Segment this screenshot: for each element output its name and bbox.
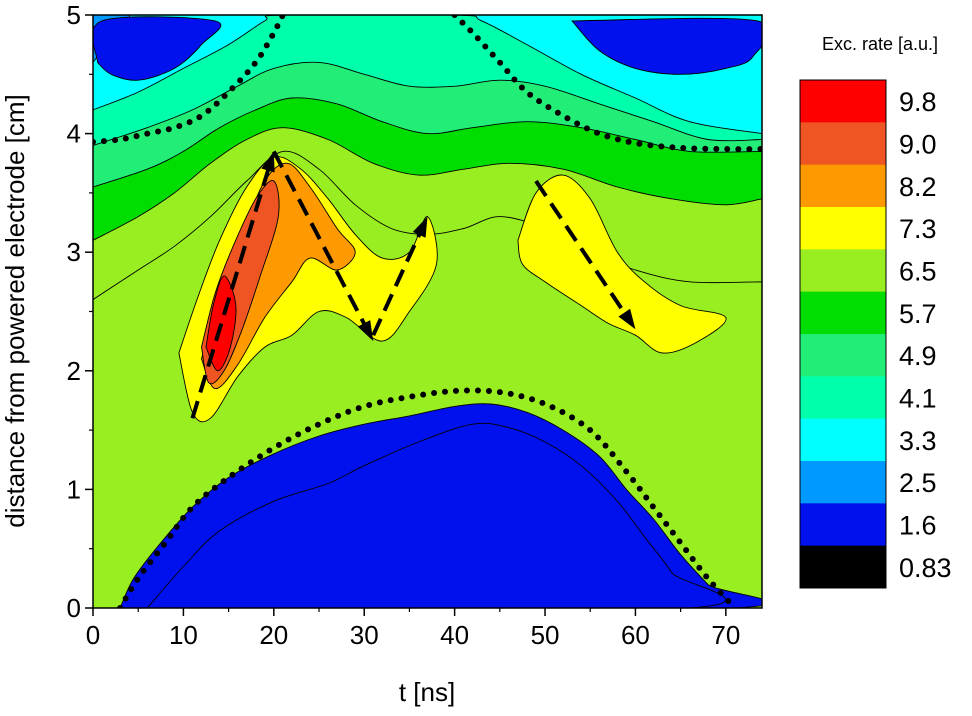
trajectory-arrow-1 bbox=[272, 150, 374, 342]
y-tick-label: 3 bbox=[67, 237, 81, 267]
y-tick-label: 2 bbox=[67, 356, 81, 386]
colorbar-label: 8.2 bbox=[899, 172, 937, 202]
x-tick-label: 0 bbox=[86, 620, 100, 650]
y-tick-label: 4 bbox=[67, 119, 81, 149]
x-axis: 0 10 20 30 40 50 60 70 bbox=[86, 608, 740, 650]
x-tick-label: 10 bbox=[169, 620, 198, 650]
sheath-boundary-dotted-0 bbox=[117, 387, 738, 608]
colorbar-label: 6.5 bbox=[899, 257, 937, 287]
trajectory-arrows bbox=[190, 150, 636, 419]
x-tick-label: 30 bbox=[350, 620, 379, 650]
sheath-boundary-dotted-1 bbox=[93, 15, 286, 145]
colorbar: 9.8 9.0 8.2 7.3 6.5 5.7 4.9 4.1 3.3 2.5 1.6 0.83 bbox=[799, 79, 952, 589]
contour-band-0_83-1 bbox=[146, 422, 726, 608]
colorbar-label: 4.1 bbox=[899, 384, 937, 414]
colorbar-swatch bbox=[800, 249, 886, 293]
colorbar-label: 0.83 bbox=[899, 553, 952, 583]
colorbar-label: 9.8 bbox=[899, 87, 937, 117]
colorbar-label: 9.0 bbox=[899, 130, 937, 160]
plot-area bbox=[93, 15, 762, 608]
contour-band-6_5-18 bbox=[517, 174, 727, 354]
arrow-shaft bbox=[371, 228, 424, 337]
colorbar-swatch bbox=[800, 334, 886, 377]
x-tick-label: 60 bbox=[621, 620, 650, 650]
colorbar-label: 5.7 bbox=[899, 299, 937, 329]
y-axis-label: distance from powered electrode [cm] bbox=[0, 94, 30, 528]
sheath-boundary-dots bbox=[93, 15, 762, 608]
arrow-head bbox=[357, 320, 374, 342]
colorbar-swatch bbox=[800, 461, 886, 504]
colorbar-title: Exc. rate [a.u.] bbox=[822, 34, 938, 54]
arrow-shaft bbox=[272, 150, 369, 330]
colorbar-swatch bbox=[800, 80, 886, 123]
contour-bands bbox=[93, 15, 762, 608]
trajectory-arrow-3 bbox=[534, 179, 636, 330]
arrow-head bbox=[261, 151, 275, 173]
colorbar-label: 3.3 bbox=[899, 426, 937, 456]
contour-band-1_6-13 bbox=[571, 17, 762, 75]
x-tick-label: 70 bbox=[711, 620, 740, 650]
y-tick-label: 0 bbox=[67, 593, 81, 623]
y-tick-label: 1 bbox=[67, 474, 81, 504]
colorbar-swatch bbox=[800, 418, 886, 462]
colorbar-label: 2.5 bbox=[899, 468, 937, 498]
colorbar-frame bbox=[799, 79, 887, 589]
trajectory-arrow-0 bbox=[190, 151, 275, 419]
colorbar-label: 1.6 bbox=[899, 511, 937, 541]
x-tick-label: 40 bbox=[440, 620, 469, 650]
colorbar-label: 7.3 bbox=[899, 214, 937, 244]
colorbar-swatch bbox=[800, 545, 886, 589]
arrow-shaft bbox=[190, 164, 272, 419]
colorbar-label: 4.9 bbox=[899, 341, 937, 371]
colorbar-swatch bbox=[800, 122, 886, 166]
arrow-head bbox=[618, 308, 636, 330]
colorbar-swatch bbox=[800, 164, 886, 208]
sheath-boundary-dotted-2 bbox=[451, 15, 762, 153]
colorbar-swatch bbox=[800, 207, 886, 250]
x-axis-label: t [ns] bbox=[399, 677, 455, 707]
arrow-head bbox=[412, 216, 428, 238]
colorbar-swatch bbox=[800, 291, 886, 335]
trajectory-arrow-2 bbox=[371, 216, 428, 337]
y-axis: 0 1 2 3 4 5 bbox=[67, 0, 93, 623]
contour-band-1_6-12 bbox=[93, 16, 222, 81]
x-tick-label: 20 bbox=[259, 620, 288, 650]
arrow-shaft bbox=[534, 179, 630, 319]
y-tick-label: 5 bbox=[67, 0, 81, 30]
colorbar-swatch bbox=[800, 376, 886, 420]
x-tick-label: 50 bbox=[531, 620, 560, 650]
colorbar-swatch bbox=[800, 503, 886, 547]
